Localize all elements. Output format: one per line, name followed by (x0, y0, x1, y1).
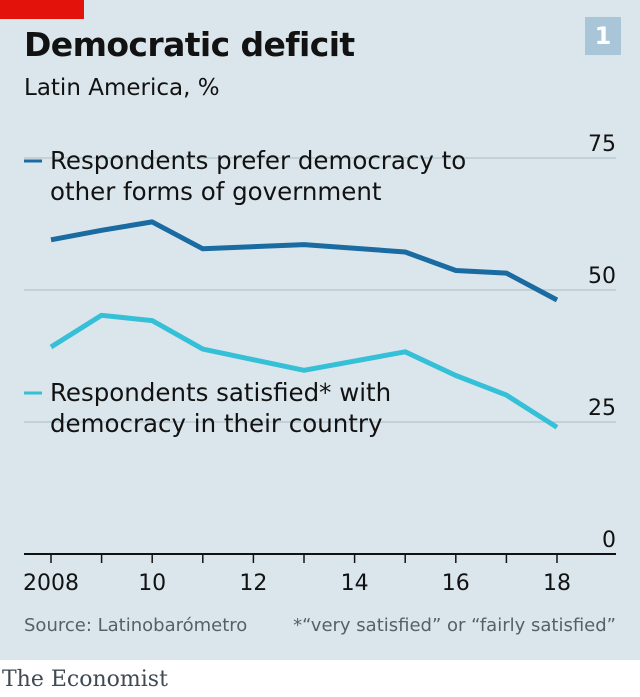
line-chart: 0 25 50 75 2008 10 12 14 16 18 Respondents prefe… (23, 132, 616, 596)
chart-number-badge: 1 (585, 17, 621, 55)
y-tick-label: 25 (588, 396, 616, 421)
gridlines (24, 157, 616, 423)
x-tick-label: 10 (138, 571, 166, 596)
source-note: Source: Latinobarómetro (24, 615, 248, 636)
series-label-2: Respondents satisfied* with democracy in … (50, 378, 391, 438)
x-axis: 2008 10 12 14 16 18 (23, 553, 616, 596)
publisher-brand: The Economist (2, 667, 168, 692)
chart-subtitle: Latin America, % (24, 75, 220, 101)
y-tick-label: 75 (588, 132, 616, 157)
series-line-1 (50, 219, 559, 303)
x-tick-label: 14 (341, 571, 369, 596)
y-tick-label: 50 (588, 264, 616, 289)
y-tick-labels: 0 25 50 75 (588, 132, 616, 553)
x-tick-label: 2008 (23, 571, 79, 596)
series-label-1: Respondents prefer democracy to other for… (50, 146, 466, 206)
chart-title: Democratic deficit (24, 25, 355, 64)
y-tick-label: 0 (602, 528, 616, 553)
footnote: *“very satisfied” or “fairly satisfied” (293, 615, 616, 636)
series-lines (49, 219, 559, 430)
x-tick-label: 12 (239, 571, 267, 596)
x-tick-label: 18 (543, 571, 571, 596)
x-tick-label: 16 (442, 571, 470, 596)
brand-accent-tab (0, 0, 84, 19)
series-labels: Respondents prefer democracy to other for… (24, 146, 466, 438)
series-line-2 (49, 312, 559, 430)
